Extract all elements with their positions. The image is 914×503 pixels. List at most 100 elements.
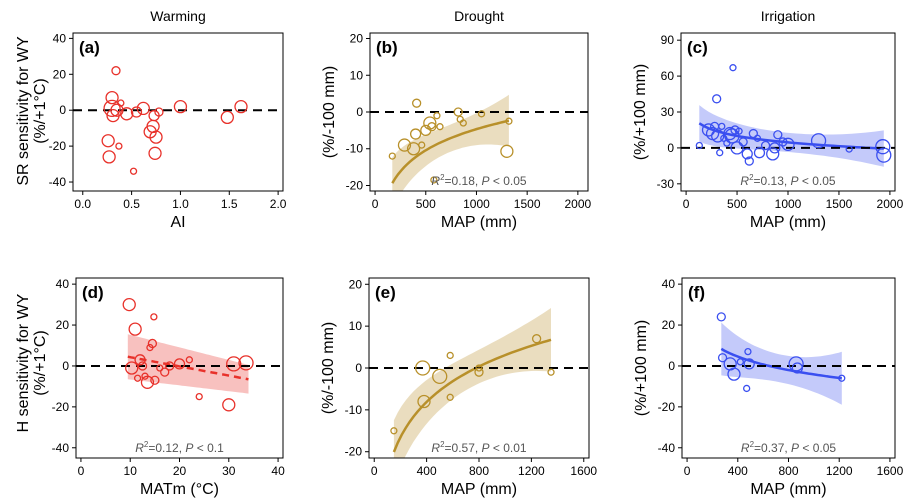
x-tick-label: 1000 xyxy=(463,197,490,211)
y-tick-label: -20 xyxy=(658,400,676,414)
data-point xyxy=(388,152,396,160)
data-point xyxy=(136,101,150,116)
data-point xyxy=(432,368,448,385)
y-tick-label: -40 xyxy=(49,175,67,189)
data-point xyxy=(234,99,248,114)
panel-b-plot-area xyxy=(370,94,588,191)
x-tick-label: 400 xyxy=(417,464,437,478)
data-point xyxy=(753,147,766,159)
data-point xyxy=(134,354,146,366)
data-point xyxy=(220,110,234,125)
x-tick-label: 40 xyxy=(271,464,285,478)
x-tick-label: 1500 xyxy=(826,197,853,211)
data-point xyxy=(105,90,119,105)
data-point xyxy=(531,334,542,344)
y-tick-label: 10 xyxy=(350,68,364,82)
x-tick-label: 800 xyxy=(778,464,798,478)
panel-frame xyxy=(72,32,284,192)
data-point xyxy=(788,356,804,372)
y-axis-title: (%/-100 mm) xyxy=(321,66,338,158)
stats-annotation: R2=0.37, P < 0.05 xyxy=(741,440,837,455)
data-point xyxy=(748,128,759,139)
panel-e-plot-area xyxy=(369,308,589,458)
y-tick-label: -40 xyxy=(52,441,70,455)
x-tick-label: 1500 xyxy=(514,197,541,211)
data-point xyxy=(149,130,163,144)
data-point xyxy=(111,66,121,76)
data-point xyxy=(102,150,116,164)
data-point xyxy=(875,139,891,155)
data-point xyxy=(500,144,514,158)
x-tick-label: 800 xyxy=(469,464,489,478)
data-point xyxy=(173,358,186,370)
data-point xyxy=(418,141,426,149)
data-point xyxy=(427,122,437,132)
x-tick-label: 1600 xyxy=(570,464,597,478)
data-point xyxy=(724,128,740,144)
data-point xyxy=(695,141,703,150)
y-tick-label: 40 xyxy=(662,277,676,291)
confidence-band xyxy=(699,105,884,167)
panel-tag: (e) xyxy=(375,283,396,302)
data-point xyxy=(409,128,422,140)
x-axis-title: MATm (°C) xyxy=(140,481,219,498)
data-point xyxy=(717,353,728,363)
data-point xyxy=(125,361,139,375)
data-point xyxy=(129,167,138,175)
data-point xyxy=(140,375,155,389)
data-point xyxy=(736,358,744,366)
data-point xyxy=(397,138,412,152)
x-tick-label: 1600 xyxy=(877,464,904,478)
y-tick-label: 20 xyxy=(56,318,70,332)
data-point xyxy=(406,142,421,156)
panel-frame xyxy=(680,32,896,192)
data-point xyxy=(101,134,115,148)
panel-tag: (b) xyxy=(376,38,398,57)
panel-a-plot-area xyxy=(73,66,283,175)
panel-tag: (f) xyxy=(688,283,705,302)
y-tick-label: -20 xyxy=(49,139,67,153)
data-point xyxy=(778,137,788,147)
data-point xyxy=(729,64,737,72)
data-point xyxy=(423,116,437,130)
y-tick-label: 30 xyxy=(661,105,675,119)
data-point xyxy=(164,361,175,371)
y-tick-label: -20 xyxy=(345,445,363,459)
data-point xyxy=(735,127,743,135)
stats-annotation: R2=0.18, P < 0.05 xyxy=(431,173,527,188)
fit-line xyxy=(720,347,842,380)
x-axis-title: MAP (mm) xyxy=(441,481,517,498)
data-point xyxy=(137,361,148,371)
data-point xyxy=(730,125,740,135)
y-axis-title: (%/+100 mm) xyxy=(632,64,649,160)
data-point xyxy=(477,110,486,118)
data-point xyxy=(433,112,441,120)
data-point xyxy=(115,142,123,150)
y-tick-label: 0 xyxy=(59,103,66,117)
x-axis-title: AI xyxy=(170,214,185,231)
x-tick-label: 0 xyxy=(683,197,690,211)
data-point xyxy=(122,297,136,312)
panel-f: 0 400 800 1200 1600 -40 -20 0 20 40 (f) MAP (mm) (%/… xyxy=(633,277,904,498)
data-point xyxy=(453,107,463,117)
confidence-band xyxy=(392,94,509,191)
x-tick-label: 0.0 xyxy=(74,197,91,211)
column-title-drought: Drought xyxy=(454,8,504,24)
data-point xyxy=(226,356,242,372)
data-point xyxy=(154,107,164,117)
data-point xyxy=(446,393,454,401)
data-point xyxy=(505,117,513,125)
data-point xyxy=(173,99,188,114)
data-point xyxy=(195,392,203,401)
data-point xyxy=(150,375,160,385)
y-tick-label: -20 xyxy=(52,400,70,414)
data-point xyxy=(120,107,134,121)
data-point xyxy=(716,149,724,157)
data-point xyxy=(436,123,444,131)
y-tick-label: 0 xyxy=(668,359,675,373)
column-title-irrigation: Irrigation xyxy=(761,8,815,24)
panel-d: 0 10 20 30 40 -40 -20 0 20 40 (d) MATm (°C) R2=0.12,… xyxy=(52,277,285,498)
confidence-band xyxy=(721,322,842,405)
data-point xyxy=(876,147,892,163)
